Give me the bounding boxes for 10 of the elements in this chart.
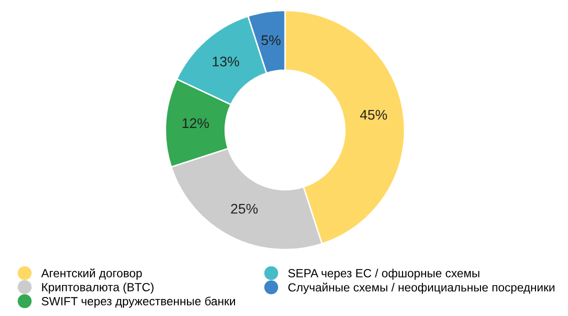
legend-label: Агентский договор (41, 268, 142, 280)
data-label: 13% (212, 56, 240, 66)
data-label: 45% (360, 110, 388, 120)
legend-label: Криптовалюта (BTC) (42, 282, 154, 294)
legend-label: SEPA через ЕС / офшорные схемы (288, 268, 480, 280)
data-label: 25% (231, 204, 258, 214)
legend-label: Случайные схемы / неофициальные посредники (288, 282, 554, 294)
legend-label: SWIFT через дружественные банки (42, 296, 235, 308)
data-label: 12% (182, 118, 209, 128)
data-label: 5% (261, 35, 281, 46)
